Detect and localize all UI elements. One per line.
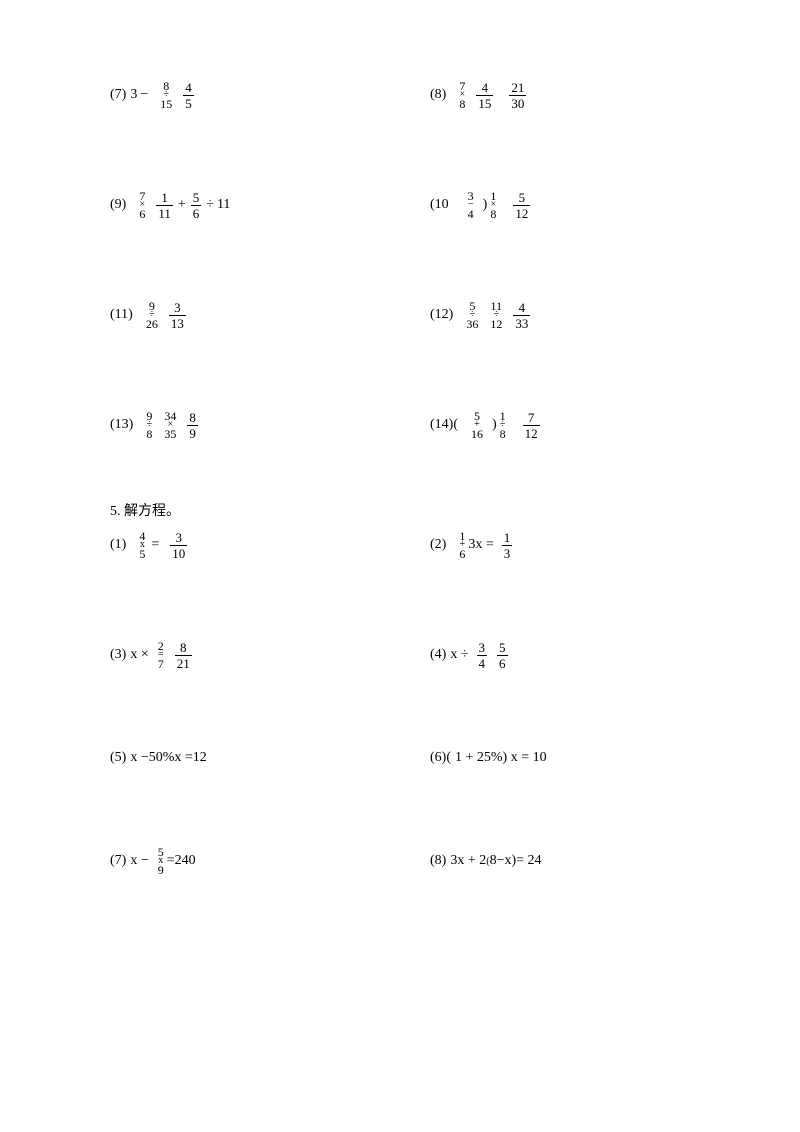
post: =240 [167, 853, 196, 869]
problem-12: (12) 5 ÷ 36 11 ÷ 12 4 33 [430, 300, 700, 330]
xeq: 3x = [468, 537, 493, 553]
label: (8) [430, 853, 446, 869]
op-frac: 1 ÷ 8 [499, 410, 507, 440]
text: x −50%x =12 [130, 750, 206, 766]
problem-8: (8) 7 × 8 4 15 21 30 [430, 80, 700, 110]
divide-sign: ÷ [206, 197, 214, 213]
pre: x − [130, 853, 148, 869]
minus: − [140, 87, 148, 103]
frac: 4 5 [183, 81, 194, 110]
equation-5: (5) x −50%x =12 [110, 750, 430, 766]
op-frac: 7 × 6 [138, 190, 146, 220]
op-frac: 5 + 16 [470, 410, 484, 440]
label: (4) [430, 647, 446, 663]
op-frac: 1 × 8 [489, 190, 497, 220]
frac: 1 11 [156, 191, 173, 220]
op-frac: 11 ÷ 12 [489, 300, 503, 330]
pre: x × [130, 647, 148, 663]
equation-8: (8) 3x + 2 ( 8−x)= 24 [430, 853, 700, 869]
frac: 8 21 [175, 641, 192, 670]
equation-2: (2) 1 + 6 3x = 1 3 [430, 530, 700, 560]
label: (2) [430, 537, 446, 553]
equation-6: (6)( 1 + 25%) x = 10 [430, 750, 700, 766]
op-frac: 9 ÷ 8 [145, 410, 153, 440]
frac: 1 3 [502, 531, 513, 560]
op-frac: 34 × 35 [163, 410, 177, 440]
plus: + [178, 197, 186, 213]
frac: 5 12 [513, 191, 530, 220]
frac: 5 6 [497, 641, 508, 670]
txt1: 3x + 2 [450, 853, 486, 869]
op-frac: 7 × 8 [458, 80, 466, 110]
paren: ) [492, 417, 497, 433]
frac: 4 33 [513, 301, 530, 330]
op-frac: 1 + 6 [458, 530, 466, 560]
label: (13) [110, 417, 133, 433]
label: (3) [110, 647, 126, 663]
paren: ) [483, 197, 488, 213]
problem-13: (13) 9 ÷ 8 34 × 35 8 9 [110, 410, 430, 440]
frac: 8 9 [187, 411, 198, 440]
label: (1) [110, 537, 126, 553]
text: 1 + 25%) x = 10 [455, 750, 547, 766]
label: (7) [110, 853, 126, 869]
problem-10: (10 3 − 4 ) 1 × 8 5 12 [430, 190, 700, 220]
frac: 3 10 [170, 531, 187, 560]
label: (8) [430, 87, 446, 103]
op-frac: 8 ÷ 15 [159, 80, 173, 110]
label: (12) [430, 307, 453, 323]
num: 11 [217, 197, 230, 213]
op-frac: 3 − 4 [467, 190, 475, 220]
label: (14)( [430, 417, 458, 433]
label: (9) [110, 197, 126, 213]
op-frac: 5 ÷ 36 [465, 300, 479, 330]
op-frac: 2 = 7 [157, 640, 165, 670]
frac: 3 13 [169, 301, 186, 330]
problem-14: (14)( 5 + 16 ) 1 ÷ 8 7 12 [430, 410, 700, 440]
frac: 5 6 [191, 191, 202, 220]
problem-7: (7) 3 − 8 ÷ 15 4 5 [110, 80, 430, 110]
frac: 3 4 [477, 641, 488, 670]
three: 3 [130, 87, 137, 103]
equals: = [151, 537, 159, 553]
frac: 7 12 [523, 411, 540, 440]
op-frac: 9 ÷ 26 [145, 300, 159, 330]
label: (5) [110, 750, 126, 766]
label: (10 [430, 197, 449, 213]
equation-4: (4) x ÷ 3 4 5 6 [430, 641, 700, 670]
problem-11: (11) 9 ÷ 26 3 13 [110, 300, 430, 330]
section-5-title: 5. 解方程。 [110, 500, 700, 520]
label: (11) [110, 307, 133, 323]
pre: x ÷ [450, 647, 468, 663]
equation-3: (3) x × 2 = 7 8 21 [110, 640, 430, 670]
txt2: 8−x)= 24 [490, 853, 542, 869]
op-frac: 5 x 9 [157, 846, 165, 876]
problem-9: (9) 7 × 6 1 11 + 5 6 ÷ 11 [110, 190, 430, 220]
label: (7) [110, 87, 126, 103]
equation-7: (7) x − 5 x 9 =240 [110, 846, 430, 876]
op-frac: 4 x 5 [138, 530, 146, 560]
label: (6)( [430, 750, 451, 766]
equation-1: (1) 4 x 5 = 3 10 [110, 530, 430, 560]
frac: 21 30 [509, 81, 526, 110]
frac: 4 15 [476, 81, 493, 110]
